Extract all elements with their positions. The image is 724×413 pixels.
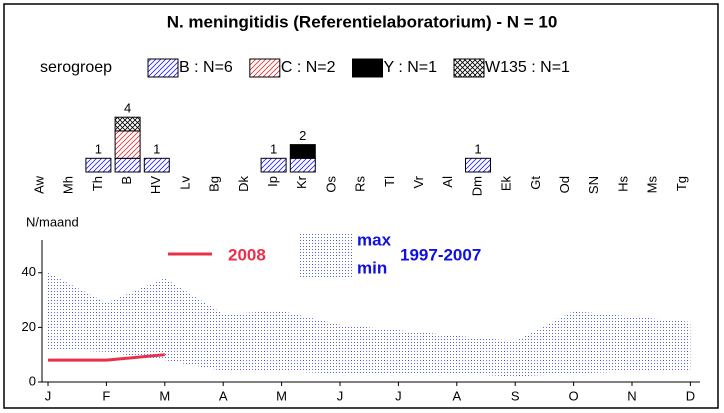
x-tick-label: J bbox=[337, 388, 344, 403]
legend-title: serogroep bbox=[40, 59, 112, 76]
x-tick-label: Ek bbox=[499, 176, 514, 192]
x-tick-label: Od bbox=[557, 176, 572, 193]
bar bbox=[85, 157, 112, 173]
x-tick-label: Bg bbox=[207, 176, 222, 192]
x-tick-label: Ip bbox=[265, 176, 280, 187]
frame bbox=[3, 3, 719, 409]
total-label: 4 bbox=[124, 101, 131, 116]
x-tick-label: Hs bbox=[615, 176, 630, 192]
legend-swatch bbox=[249, 58, 281, 78]
x-tick-label: A bbox=[452, 388, 461, 403]
x-tick-label: Gt bbox=[528, 176, 543, 190]
legend-label: Y : N=1 bbox=[384, 59, 438, 76]
x-tick-label: M bbox=[159, 388, 170, 403]
y-tick-label: 0 bbox=[29, 373, 36, 388]
y-tick-label: 20 bbox=[22, 319, 36, 334]
x-tick-label: D bbox=[686, 388, 695, 403]
x-tick-label: Ms bbox=[645, 176, 660, 194]
legend-swatch bbox=[453, 58, 485, 78]
y-tick-label: 40 bbox=[22, 264, 36, 279]
data-line bbox=[48, 353, 165, 362]
bar bbox=[114, 157, 141, 173]
total-label: 1 bbox=[153, 142, 160, 157]
legend-label: 2008 bbox=[228, 245, 266, 264]
x-tick-label: Dk bbox=[236, 176, 251, 192]
chart-title: N. meningitidis (Referentielaboratorium)… bbox=[167, 12, 558, 31]
total-label: 2 bbox=[299, 128, 306, 143]
bar bbox=[289, 144, 316, 159]
legend-label: W135 : N=1 bbox=[485, 59, 570, 76]
legend-label: 1997-2007 bbox=[400, 245, 481, 264]
total-label: 1 bbox=[474, 142, 481, 157]
bar bbox=[289, 157, 316, 173]
x-tick-label: J bbox=[395, 388, 402, 403]
bar bbox=[114, 130, 141, 159]
legend-swatch bbox=[300, 232, 352, 278]
x-tick-label: A bbox=[219, 388, 228, 403]
legend-swatch bbox=[352, 58, 383, 78]
x-tick-label: M bbox=[276, 388, 287, 403]
x-tick-label: Kr bbox=[294, 175, 309, 189]
bar bbox=[465, 157, 491, 173]
x-tick-label: Lv bbox=[177, 176, 192, 190]
legend-label: max bbox=[357, 230, 392, 249]
x-tick-label: Tg bbox=[674, 176, 689, 191]
x-tick-label: Vr bbox=[411, 175, 426, 188]
legend-swatch bbox=[147, 58, 179, 78]
bar bbox=[260, 157, 287, 173]
total-label: 1 bbox=[95, 142, 102, 157]
x-tick-label: Tl bbox=[382, 176, 397, 187]
bar bbox=[143, 157, 170, 173]
x-tick-label: Mh bbox=[61, 176, 76, 194]
y-axis-label: N/maand bbox=[26, 214, 79, 229]
band-area bbox=[48, 272, 691, 377]
x-tick-label: Aw bbox=[31, 175, 46, 193]
total-label: 1 bbox=[270, 142, 277, 157]
x-tick-label: J bbox=[45, 388, 52, 403]
x-tick-label: F bbox=[102, 388, 110, 403]
x-tick-label: SN bbox=[586, 176, 601, 194]
x-tick-label: Th bbox=[90, 176, 105, 191]
x-tick-label: HV bbox=[148, 176, 163, 194]
x-tick-label: Dm bbox=[469, 176, 484, 196]
x-tick-label: N bbox=[627, 388, 636, 403]
legend-label: C : N=2 bbox=[281, 59, 336, 76]
x-tick-label: O bbox=[569, 388, 579, 403]
x-tick-label: Os bbox=[323, 176, 338, 193]
x-tick-label: Al bbox=[440, 176, 455, 188]
x-tick-label: B bbox=[119, 176, 134, 185]
legend-label: B : N=6 bbox=[179, 59, 233, 76]
x-tick-label: S bbox=[511, 388, 520, 403]
legend-label: min bbox=[357, 258, 387, 277]
x-tick-label: Rs bbox=[353, 176, 368, 192]
bar bbox=[114, 116, 141, 132]
